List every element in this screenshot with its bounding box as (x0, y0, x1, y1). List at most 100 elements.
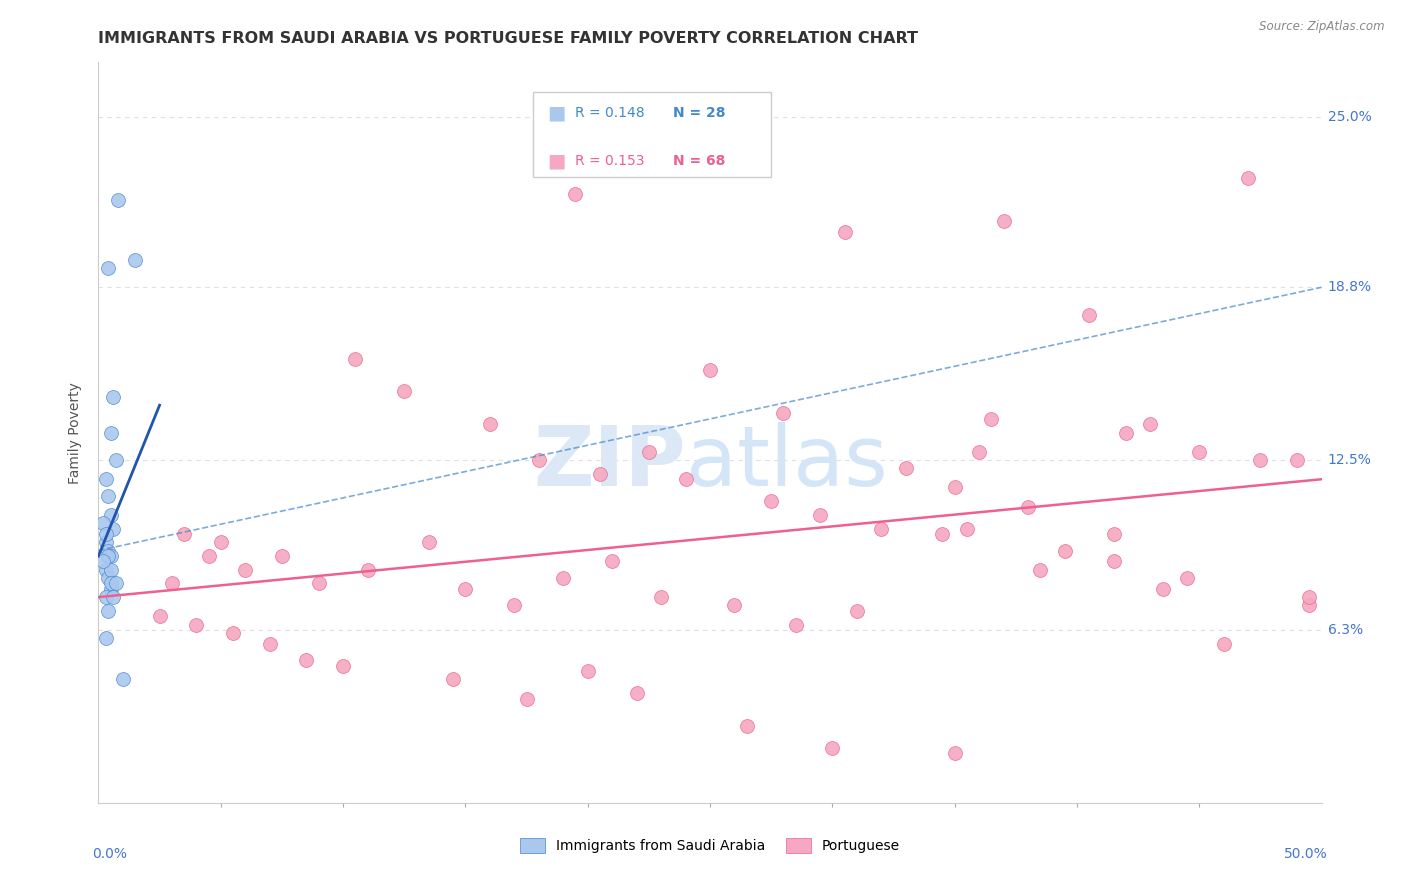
Text: 12.5%: 12.5% (1327, 453, 1372, 467)
Text: 6.3%: 6.3% (1327, 623, 1362, 637)
Point (870, 522, 893, 536)
Point (101, 390, 124, 404)
Point (100, 508, 122, 522)
Point (761, 494, 783, 508)
Point (723, 599, 745, 613)
Point (1017, 500, 1039, 514)
Point (97, 489, 120, 503)
Point (1139, 417, 1161, 432)
Point (637, 445, 661, 459)
Point (454, 582, 477, 596)
Point (589, 467, 612, 481)
Point (1250, 453, 1272, 467)
Point (821, 741, 844, 756)
Text: 25.0%: 25.0% (1327, 111, 1371, 124)
Text: IMMIGRANTS FROM SAUDI ARABIA VS PORTUGUESE FAMILY POVERTY CORRELATION CHART: IMMIGRANTS FROM SAUDI ARABIA VS PORTUGUE… (98, 31, 918, 46)
Point (97, 549, 120, 563)
Y-axis label: Family Poverty: Family Poverty (69, 382, 83, 483)
Point (344, 351, 367, 366)
Point (1237, 170, 1260, 185)
Point (735, 719, 758, 733)
Point (222, 625, 245, 640)
Point (91, 516, 114, 530)
Text: ZIP: ZIP (533, 422, 686, 503)
Text: ■: ■ (547, 103, 565, 122)
Point (233, 563, 256, 577)
Point (1212, 637, 1234, 651)
Point (186, 617, 208, 632)
Point (931, 527, 953, 541)
Legend: Immigrants from Saudi Arabia, Portuguese: Immigrants from Saudi Arabia, Portuguese (515, 833, 905, 859)
Point (600, 554, 623, 568)
Point (100, 563, 122, 577)
Point (1102, 554, 1125, 568)
Point (104, 576, 127, 591)
Point (100, 425, 122, 440)
Point (553, 571, 575, 585)
Point (943, 480, 966, 494)
Point (441, 673, 464, 687)
Point (356, 563, 378, 577)
Point (101, 590, 124, 604)
Point (772, 406, 794, 420)
Point (564, 187, 586, 202)
Point (1115, 425, 1137, 440)
Text: atlas: atlas (686, 422, 887, 503)
Point (1078, 308, 1101, 322)
Point (209, 535, 232, 549)
Point (97, 261, 120, 276)
Point (308, 576, 330, 591)
Point (101, 522, 124, 536)
Point (149, 609, 172, 624)
Point (94, 590, 117, 604)
Point (1298, 599, 1320, 613)
Point (1102, 527, 1125, 541)
Text: 50.0%: 50.0% (1284, 847, 1327, 861)
Text: Source: ZipAtlas.com: Source: ZipAtlas.com (1260, 20, 1385, 33)
Point (943, 747, 966, 761)
Point (111, 673, 134, 687)
Point (1298, 590, 1320, 604)
Point (967, 445, 990, 459)
Point (1175, 571, 1198, 585)
Point (94, 472, 117, 486)
Text: 18.8%: 18.8% (1327, 280, 1372, 294)
Point (97, 604, 120, 618)
Text: ■: ■ (547, 152, 565, 170)
FancyBboxPatch shape (533, 92, 772, 178)
Point (100, 576, 122, 591)
Point (808, 508, 831, 522)
Point (699, 362, 721, 376)
Point (478, 417, 501, 432)
Point (97, 543, 120, 558)
Point (197, 549, 219, 563)
Point (94, 632, 117, 646)
Text: R = 0.148: R = 0.148 (575, 106, 645, 120)
Text: 0.0%: 0.0% (93, 847, 128, 861)
Point (173, 527, 195, 541)
Point (845, 604, 868, 618)
Point (1286, 453, 1309, 467)
Text: R = 0.153: R = 0.153 (575, 154, 645, 168)
Point (94, 563, 117, 577)
Point (100, 549, 122, 563)
Point (503, 599, 526, 613)
Text: N = 28: N = 28 (673, 106, 725, 120)
Point (160, 576, 183, 591)
Text: N = 68: N = 68 (673, 154, 725, 168)
Point (91, 554, 114, 568)
Point (392, 384, 416, 399)
Point (576, 664, 599, 678)
Point (94, 535, 117, 549)
Point (107, 193, 129, 207)
Point (980, 412, 1002, 426)
Point (956, 522, 979, 536)
Point (894, 461, 917, 475)
Point (650, 590, 672, 604)
Point (675, 472, 697, 486)
Point (94, 527, 117, 541)
Point (100, 582, 122, 596)
Point (834, 226, 856, 240)
Point (259, 637, 281, 651)
Point (1188, 445, 1211, 459)
